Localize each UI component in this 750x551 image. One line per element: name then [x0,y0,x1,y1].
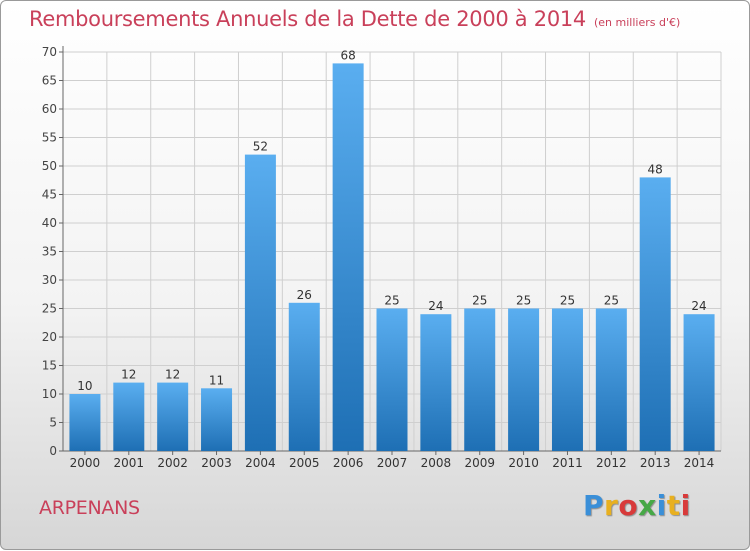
data-label: 12 [121,368,136,382]
bar [420,314,452,451]
bar [201,388,233,451]
bar [551,308,583,451]
bar [508,308,540,451]
logo-letter: x [638,489,657,522]
data-label: 25 [472,294,487,308]
logo-letter: i [656,489,667,522]
data-label: 48 [648,162,663,176]
y-tick-label: 15 [42,359,57,373]
data-label: 68 [340,48,355,62]
bar [69,394,101,451]
proxiti-logo[interactable]: Proxiti [583,489,691,522]
bar [376,308,408,451]
x-tick-label: 2001 [114,456,145,470]
logo-letter: r [604,489,619,522]
x-tick-label: 2000 [70,456,101,470]
x-tick-label: 2013 [640,456,671,470]
bar [332,63,364,452]
y-tick-label: 40 [42,216,57,230]
y-tick-label: 45 [42,188,57,202]
x-tick-label: 2009 [464,456,495,470]
data-label: 25 [516,294,531,308]
data-label: 25 [384,294,399,308]
y-tick-label: 20 [42,330,57,344]
bar [288,302,320,451]
logo-letter: i [680,489,691,522]
x-tick-label: 2006 [333,456,364,470]
y-tick-label: 30 [42,273,57,287]
data-label: 25 [604,294,619,308]
x-tick-label: 2011 [552,456,583,470]
data-label: 24 [428,299,443,313]
commune-name: ARPENANS [39,497,140,519]
data-label: 24 [691,299,706,313]
y-tick-label: 25 [42,302,57,316]
x-tick-label: 2002 [157,456,188,470]
title-text: Remboursements Annuels de la Dette de 20… [29,7,586,31]
data-label: 11 [209,373,224,387]
data-label: 12 [165,368,180,382]
y-tick-label: 35 [42,245,57,259]
x-tick-label: 2004 [245,456,276,470]
bar [683,314,715,451]
x-tick-label: 2012 [596,456,627,470]
y-tick-label: 70 [42,45,57,59]
x-tick-label: 2003 [201,456,232,470]
x-tick-label: 2010 [508,456,539,470]
x-tick-label: 2007 [377,456,408,470]
logo-letter: o [618,489,639,522]
y-tick-label: 5 [49,416,57,430]
x-tick-label: 2005 [289,456,320,470]
y-tick-label: 0 [49,444,57,458]
bar [595,308,627,451]
unit-label: (en milliers d'€) [594,16,681,29]
y-tick-label: 50 [42,159,57,173]
data-label: 25 [560,294,575,308]
x-tick-label: 2014 [684,456,715,470]
x-tick-label: 2008 [421,456,452,470]
bar [244,154,276,451]
bar [157,382,189,451]
bar [464,308,496,451]
y-tick-label: 55 [42,131,57,145]
y-tick-label: 60 [42,102,57,116]
data-label: 52 [253,140,268,154]
logo-letter: t [666,489,681,522]
logo-letter: P [583,489,605,522]
y-tick-label: 10 [42,387,57,401]
bar [113,382,145,451]
data-label: 26 [297,288,312,302]
y-tick-label: 65 [42,74,57,88]
bar [639,177,671,451]
data-label: 10 [77,379,92,393]
chart-title: Remboursements Annuels de la Dette de 20… [29,7,680,31]
